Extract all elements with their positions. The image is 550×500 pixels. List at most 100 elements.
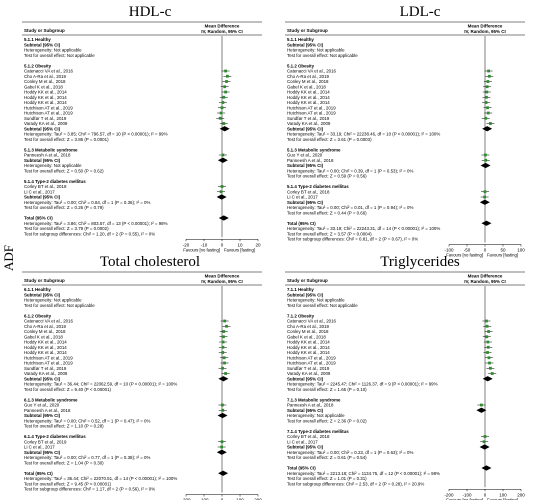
study-point <box>486 80 490 83</box>
row-label: Cho A-Ra et al., 2019 <box>287 74 330 79</box>
row-label: Hutchison AT et al., 2019 <box>24 105 73 110</box>
row-label: Hutchison AT et al., 2019 <box>24 355 73 360</box>
row-label: Heterogeneity: Tau² = 33.19; Chi² = 2224… <box>287 226 440 231</box>
row-label: Subtotal (95% CI) <box>287 126 324 131</box>
row-label: 5.1.3 Metabolic syndrome <box>287 147 341 152</box>
study-point <box>490 372 494 375</box>
row-label: Panneesh A et al., 2018 <box>287 158 334 163</box>
row-label: Subtotal (95% CI) <box>24 158 61 163</box>
row-label: 6.1.4 Type-2 diabetes mellitus <box>24 434 86 439</box>
row-label: Varady KA et al., 2009 <box>24 121 68 126</box>
panel-hdl: HDL-c Study or Subgroup Mean DifferenceIV,… <box>22 4 262 252</box>
study-point <box>482 440 486 444</box>
col-header-method: IV, Random, 95% CI <box>201 29 243 34</box>
row-label: Heterogeneity: Tau² = 0.00; Chi² = 0.01,… <box>287 205 413 210</box>
row-label: Heterogeneity: Tau² = 36.44; Chi² = 2207… <box>24 476 177 481</box>
pooled-diamond <box>479 444 490 450</box>
panel-title: HDL-c <box>129 4 172 20</box>
row-label: Heterogeneity: Not applicable <box>24 48 82 53</box>
study-point <box>225 80 228 83</box>
study-point <box>224 69 227 73</box>
row-label: Gabel K et al., 2018 <box>287 334 326 339</box>
pooled-diamond <box>218 215 229 221</box>
pooled-diamond <box>218 470 229 476</box>
study-point <box>219 190 223 194</box>
row-label: Gabel K et al., 2018 <box>24 334 63 339</box>
study-point <box>222 335 225 339</box>
row-label: Guo Y et al., 2020 <box>24 403 60 408</box>
pooled-diamond <box>482 376 493 382</box>
row-label: Catenacci VA et al., 2016 <box>287 69 337 74</box>
x-tick-label: 20 <box>255 242 261 247</box>
col-header-study: Study or Subgroup <box>24 278 65 283</box>
x-tick-label: -50 <box>464 248 471 253</box>
pooled-diamond <box>481 220 492 226</box>
study-point <box>483 153 487 157</box>
x-tick-label: 0 <box>221 498 224 500</box>
row-label: Hoddy KK et al., 2014 <box>287 90 330 95</box>
row-label: Heterogeneity: Tau² = 0.00; Chi² = 0.23,… <box>287 450 413 455</box>
study-point <box>486 106 489 110</box>
row-label: 5.1.3 Metabolic syndrome <box>24 147 78 152</box>
x-tick-label: 100 <box>499 492 507 497</box>
row-label: 5.1.4 Type-2 diabetes mellitus <box>287 184 349 189</box>
row-label: Subtotal (95% CI) <box>287 42 324 47</box>
study-point <box>224 90 227 94</box>
row-label: Test for overall effect: Z = 0.26 (P = 0… <box>24 205 104 210</box>
study-point <box>226 74 229 78</box>
row-label: 6.1.3 Metabolic syndrome <box>24 397 78 402</box>
row-label: Varady KA et al., 2009 <box>287 371 331 376</box>
pooled-diamond <box>476 407 487 413</box>
panel-ldl: LDL-c Study or Subgroup Mean DifferenceIV,… <box>285 4 525 258</box>
row-label: Heterogeneity: Tau² = 0.00; Chi² = 0.84,… <box>24 200 150 205</box>
favours-left-label: Favours [no fasting] <box>446 253 483 258</box>
row-label: Test for overall effect: Z = 3.57 (P = 0… <box>287 231 372 236</box>
study-point <box>480 403 483 407</box>
study-point <box>221 351 225 354</box>
x-tick-label: -100 <box>462 492 472 497</box>
row-label: Heterogeneity: Not applicable <box>287 48 345 53</box>
row-label: Test for overall effect: Not applicable <box>24 53 95 58</box>
row-label: Corley BT et al., 2018 <box>24 184 67 189</box>
row-label: Hutchison AT et al., 2019 <box>287 355 336 360</box>
row-label: Heterogeneity: Tau² = 36.44; Chi² = 2206… <box>24 382 177 387</box>
row-label: Guo Y et al., 2020 <box>287 153 323 158</box>
row-label: Hoddy KK et al., 2014 <box>287 100 330 105</box>
study-point <box>221 153 225 157</box>
col-header-study: Study or Subgroup <box>287 28 328 33</box>
row-label: Cho A-Ra et al., 2019 <box>24 74 67 79</box>
x-tick-label: -10 <box>201 242 208 247</box>
panel-tc: Total cholesterol Study or Subgroup Mean D… <box>22 254 262 500</box>
row-label: Subtotal (95% CI) <box>24 292 61 297</box>
study-point <box>484 158 488 162</box>
pooled-diamond <box>218 376 229 382</box>
study-point <box>221 340 225 344</box>
x-tick-label: 200 <box>517 492 525 497</box>
col-header-md: Mean Difference <box>205 24 240 29</box>
row-label: Panneesh A et al., 2018 <box>24 153 71 158</box>
study-point <box>488 361 491 365</box>
row-label: Conley M et al., 2018 <box>287 79 329 84</box>
row-label: Subtotal (95% CI) <box>24 42 61 47</box>
row-label: Test for overall effect: Not applicable <box>287 303 358 308</box>
row-label: Test for overall effect: Z = 0.61 (P = 0… <box>287 455 367 460</box>
row-label: Total (95% CI) <box>287 466 316 471</box>
row-label: 5.1.4 Type-2 diabetes mellitus <box>24 179 86 184</box>
row-label: Subtotal (95% CI) <box>24 195 61 200</box>
row-label: Heterogeneity: Not applicable <box>24 298 82 303</box>
pooled-diamond <box>479 199 490 205</box>
study-point <box>483 435 487 438</box>
row-label: Heterogeneity: Tau² = 0.00; Chi² = 0.77,… <box>24 455 150 460</box>
study-point <box>484 116 488 120</box>
col-header-method: IV, Random, 95% CI <box>464 29 506 34</box>
row-label: Hoddy KK et al., 2014 <box>24 340 67 345</box>
panel-title: Total cholesterol <box>100 254 200 270</box>
row-label: Hutchison AT et al., 2019 <box>24 361 73 366</box>
row-label: Heterogeneity: Tau² = 3.86; Chi² = 803.5… <box>24 221 168 226</box>
favours-right-label: Favours [fasting] <box>224 247 255 252</box>
row-label: Sundfør T et al., 2019 <box>287 116 330 121</box>
study-point <box>218 116 222 120</box>
row-label: Catenacci VA et al., 2016 <box>24 319 74 324</box>
row-label: Sundfør T et al., 2019 <box>24 366 67 371</box>
row-label: Test for overall effect: Z = 3.86 (P = 0… <box>24 137 109 142</box>
